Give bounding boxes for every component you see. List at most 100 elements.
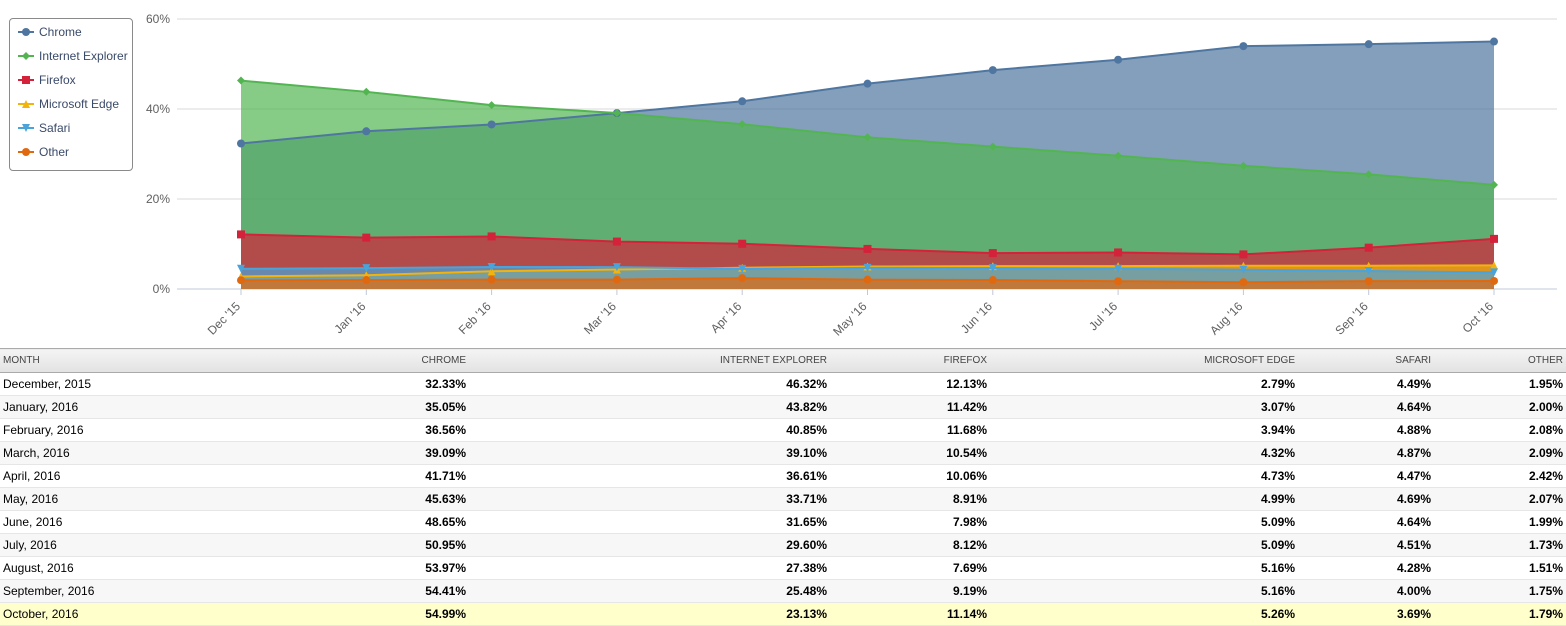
cell-chrome: 45.63% xyxy=(250,487,469,511)
cell-firefox: 11.68% xyxy=(830,418,990,442)
legend-item-microsoft-edge[interactable]: Microsoft Edge xyxy=(18,95,119,113)
data-point-internet-explorer xyxy=(1114,151,1123,160)
cell-firefox: 9.19% xyxy=(830,579,990,603)
cell-chrome: 36.56% xyxy=(250,418,469,442)
data-point-firefox xyxy=(1490,234,1498,243)
data-point-internet-explorer xyxy=(1490,180,1498,189)
cell-other: 1.79% xyxy=(1434,602,1566,626)
legend-label: Safari xyxy=(39,121,71,135)
chart-legend: Chrome Internet Explorer Firefox Microsoft … xyxy=(9,18,133,171)
cell-internet-explorer: 46.32% xyxy=(469,372,830,396)
legend-label: Internet Explorer xyxy=(39,49,128,63)
cell-firefox: 10.54% xyxy=(830,441,990,465)
cell-safari: 4.69% xyxy=(1298,487,1434,511)
cell-other: 2.00% xyxy=(1434,395,1566,419)
x-tick-label: Sep '16 xyxy=(1332,299,1371,338)
browser-share-chart: 0% 20% 40% 60% Dec '15 Jan '16 Feb '16 Mar '16 A… xyxy=(9,12,1557,339)
data-point-chrome xyxy=(863,79,872,88)
cell-safari: 4.87% xyxy=(1298,441,1434,465)
cell-microsoft-edge: 4.32% xyxy=(990,441,1298,465)
column-header-microsoft-edge[interactable]: MICROSOFT EDGE xyxy=(990,348,1298,373)
table-row: March, 2016 39.09% 39.10% 10.54% 4.32% 4.87% 2… xyxy=(0,441,1566,465)
data-point-firefox xyxy=(1114,248,1123,257)
cell-safari: 4.64% xyxy=(1298,510,1434,534)
table-row: December, 2015 32.33% 46.32% 12.13% 2.79% 4.4… xyxy=(0,372,1566,396)
legend-marker xyxy=(22,28,30,36)
data-point-firefox xyxy=(362,233,371,242)
data-point-firefox xyxy=(738,239,747,248)
data-point-internet-explorer xyxy=(362,87,371,96)
legend-item-safari[interactable]: Safari xyxy=(18,119,70,137)
cell-internet-explorer: 27.38% xyxy=(469,556,830,580)
cell-other: 1.51% xyxy=(1434,556,1566,580)
y-tick-label: 20% xyxy=(146,192,170,206)
chart-plot: 0% 20% 40% 60% Dec '15 Jan '16 Feb '16 Mar '16 A… xyxy=(146,12,1557,339)
data-point-other xyxy=(487,275,496,284)
cell-other: 2.07% xyxy=(1434,487,1566,511)
data-point-chrome xyxy=(1364,40,1373,49)
data-point-safari xyxy=(487,263,496,272)
legend-marker-icon xyxy=(18,148,34,156)
cell-chrome: 32.33% xyxy=(250,372,469,396)
x-tick-label: Apr '16 xyxy=(708,299,745,336)
data-point-firefox xyxy=(237,230,245,239)
legend-item-firefox[interactable]: Firefox xyxy=(18,71,76,89)
data-point-internet-explorer xyxy=(988,142,997,151)
cell-internet-explorer: 31.65% xyxy=(469,510,830,534)
cell-microsoft-edge: 4.99% xyxy=(990,487,1298,511)
data-point-safari xyxy=(1364,267,1373,275)
column-header-internet-explorer[interactable]: INTERNET EXPLORER xyxy=(469,348,830,373)
cell-month: October, 2016 xyxy=(0,602,250,626)
data-point-microsoft-edge xyxy=(487,267,496,276)
cell-microsoft-edge: 5.09% xyxy=(990,510,1298,534)
column-header-other[interactable]: OTHER xyxy=(1434,348,1566,373)
data-point-firefox xyxy=(863,244,872,253)
cell-chrome: 48.65% xyxy=(250,510,469,534)
legend-item-chrome[interactable]: Chrome xyxy=(18,23,82,41)
cell-internet-explorer: 23.13% xyxy=(469,602,830,626)
legend-marker-icon xyxy=(18,28,34,36)
data-point-firefox xyxy=(988,249,997,258)
column-header-safari[interactable]: SAFARI xyxy=(1298,348,1434,373)
data-point-internet-explorer xyxy=(612,109,621,118)
legend-item-other[interactable]: Other xyxy=(18,143,69,161)
data-point-other xyxy=(738,274,747,283)
cell-internet-explorer: 33.71% xyxy=(469,487,830,511)
cell-safari: 3.69% xyxy=(1298,602,1434,626)
data-point-safari xyxy=(1114,264,1123,273)
data-point-internet-explorer xyxy=(738,120,747,129)
column-header-firefox[interactable]: FIREFOX xyxy=(830,348,990,373)
cell-safari: 4.88% xyxy=(1298,418,1434,442)
column-header-chrome[interactable]: CHROME xyxy=(250,348,469,373)
legend-label: Microsoft Edge xyxy=(39,97,120,111)
legend-marker xyxy=(22,52,30,60)
data-point-other xyxy=(1239,278,1248,287)
x-tick-label: Aug '16 xyxy=(1207,299,1246,338)
legend-marker-icon xyxy=(18,76,34,84)
legend-item-internet-explorer[interactable]: Internet Explorer xyxy=(18,47,128,65)
series-area-internet-explorer xyxy=(241,80,1494,289)
y-tick-label: 60% xyxy=(146,12,170,26)
table-row: January, 2016 35.05% 43.82% 11.42% 3.07% 4.64… xyxy=(0,395,1566,419)
browser-share-table: MONTH CHROME INTERNET EXPLORER FIREFOX M… xyxy=(0,348,1566,626)
cell-microsoft-edge: 3.07% xyxy=(990,395,1298,419)
column-header-month[interactable]: MONTH xyxy=(0,348,250,373)
cell-microsoft-edge: 5.26% xyxy=(990,602,1298,626)
cell-other: 1.95% xyxy=(1434,372,1566,396)
table-row: May, 2016 45.63% 33.71% 8.91% 4.99% 4.69% 2.07… xyxy=(0,487,1566,511)
x-tick-label: Dec '15 xyxy=(205,299,244,338)
legend-marker xyxy=(22,124,30,132)
data-point-safari xyxy=(362,264,371,273)
data-point-other xyxy=(362,276,371,284)
legend-marker xyxy=(22,100,30,108)
data-point-internet-explorer xyxy=(1364,170,1373,179)
data-point-firefox xyxy=(487,232,496,241)
data-point-safari xyxy=(863,263,872,272)
cell-other: 1.99% xyxy=(1434,510,1566,534)
table-row: July, 2016 50.95% 29.60% 8.12% 5.09% 4.51% 1.7… xyxy=(0,533,1566,557)
cell-firefox: 8.91% xyxy=(830,487,990,511)
cell-chrome: 41.71% xyxy=(250,464,469,488)
cell-safari: 4.28% xyxy=(1298,556,1434,580)
cell-microsoft-edge: 3.94% xyxy=(990,418,1298,442)
data-point-other xyxy=(863,275,872,284)
